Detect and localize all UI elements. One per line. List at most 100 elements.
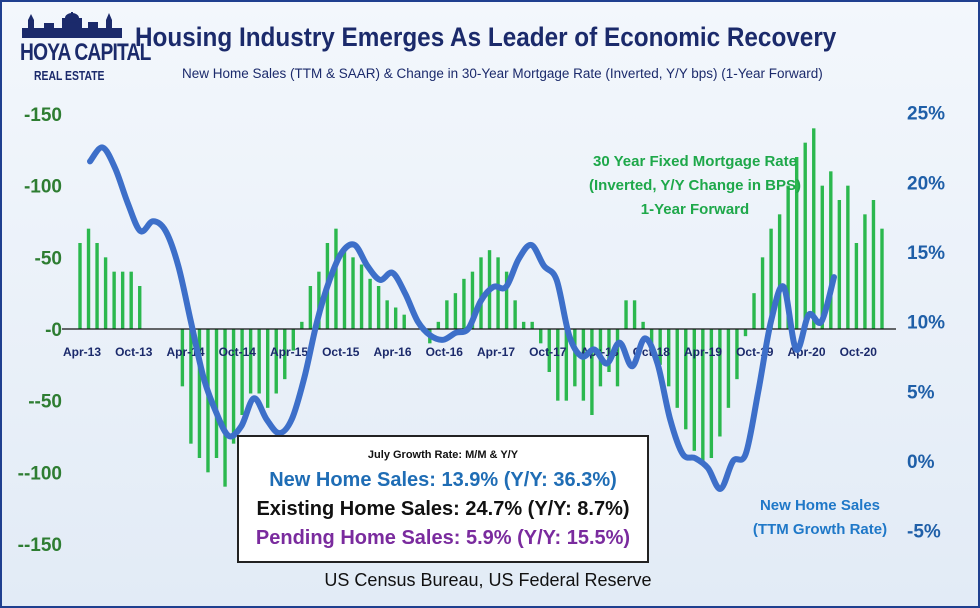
mortgage-rate-bar (334, 228, 338, 329)
mortgage-rate-bar (684, 329, 688, 430)
left-axis-tick-label: -0 (45, 320, 62, 341)
mortgage-rate-bar (880, 228, 884, 329)
mortgage-rate-bar (180, 329, 185, 387)
new-home-sales-stat: New Home Sales: 13.9% (Y/Y: 36.3%) (269, 469, 617, 491)
mortgage-rate-bar (803, 142, 807, 329)
new-home-sales-annotation-line-1: New Home Sales (759, 497, 881, 514)
new-home-sales-annotation-line-2: (TTM Growth Rate) (752, 521, 888, 538)
new-home-sales-annotation: New Home Sales (TTM Growth Rate) (740, 494, 900, 542)
mortgage-rate-bar (846, 185, 850, 329)
left-axis-tick-label: -100 (24, 177, 62, 198)
mortgage-rate-bar (223, 329, 227, 487)
mortgage-rate-bar (530, 321, 534, 329)
mortgage-rate-bar (794, 157, 799, 329)
source-note: US Census Bureau, US Federal Reserve (324, 570, 652, 590)
mortgage-rate-bar (632, 300, 637, 329)
mortgage-rate-bar (658, 329, 662, 365)
mortgage-rate-bar (120, 271, 125, 329)
mortgage-rate-bar (667, 329, 671, 387)
mortgage-rate-bar (283, 329, 287, 380)
right-axis: 25% 20% 15% 10% 5% 0% -5% (907, 104, 945, 543)
right-axis-tick-label: 10% (907, 313, 945, 334)
logo-line-1: HOYA CAPITAL (20, 39, 151, 66)
mortgage-rate-bar (86, 228, 91, 329)
mortgage-rate-bar (760, 257, 765, 329)
mortgage-rate-bar (829, 171, 833, 329)
mortgage-rate-bar (189, 329, 193, 444)
x-axis-tick-label: Apr-13 (63, 345, 101, 359)
x-axis-tick-label: Apr-16 (373, 345, 411, 359)
mortgage-rate-bar (564, 329, 569, 401)
left-axis-tick-label: --100 (18, 463, 62, 484)
mortgage-rate-bar (581, 329, 586, 401)
mortgage-rate-bar (837, 200, 842, 329)
mortgage-rate-bar (641, 321, 645, 329)
x-axis-tick-label: Oct-15 (322, 345, 360, 359)
right-axis-tick-label: 20% (907, 173, 945, 194)
mortgage-rate-bar (718, 329, 722, 437)
x-axis-tick-label: Oct-20 (840, 345, 878, 359)
mortgage-rate-bar (445, 300, 449, 329)
new-home-sales-line (87, 144, 837, 492)
mortgage-rate-bar (385, 300, 389, 329)
mortgage-rate-bar (769, 228, 773, 329)
mortgage-rate-bar (376, 286, 381, 329)
mortgage-rate-bar (393, 307, 398, 329)
left-axis-tick-label: -150 (24, 105, 62, 126)
mortgage-rate-bar (752, 293, 756, 329)
mortgage-rate-bar (812, 128, 816, 329)
mortgage-rate-bar (871, 200, 876, 329)
x-axis-tick-label: Apr-17 (477, 345, 515, 359)
mortgage-rate-bar (462, 278, 466, 329)
mortgage-rate-bar (701, 329, 705, 466)
mortgage-rate-bar (735, 329, 739, 380)
mortgage-rate-annotation-line-2: (Inverted, Y/Y Change in BPS) (589, 177, 801, 194)
mortgage-rate-bar (470, 271, 475, 329)
mortgage-rate-bar (112, 271, 116, 329)
right-axis-tick-label: 15% (907, 243, 945, 264)
existing-home-sales-stat: Existing Home Sales: 24.7% (Y/Y: 8.7%) (256, 498, 630, 520)
x-axis-labels: Apr-13 Oct-13 Apr-14 Oct-14 Apr-15 Oct-15 Apr-… (63, 345, 877, 359)
mortgage-rate-bar (231, 329, 236, 444)
mortgage-rate-annotation-line-3: 1-Year Forward (640, 201, 750, 218)
mortgage-rate-bar (308, 286, 313, 329)
mortgage-rate-bar (95, 243, 99, 329)
mortgage-rate-bar (547, 329, 551, 372)
mortgage-rate-bar (496, 257, 500, 329)
mortgage-rate-bar (274, 329, 278, 394)
mortgage-rate-bar (436, 321, 441, 329)
right-axis-tick-label: 25% (907, 104, 945, 125)
right-axis-tick-label: -5% (907, 522, 941, 543)
mortgage-rate-bar (359, 264, 364, 329)
mortgage-rate-bar (351, 257, 355, 329)
mortgage-rate-annotation-line-1: 30 Year Fixed Mortgage Rate (593, 153, 797, 170)
mortgage-rate-bar (624, 300, 628, 329)
mortgage-rate-bar (777, 214, 782, 329)
growth-rate-header: July Growth Rate: M/M & Y/Y (367, 449, 519, 461)
x-axis-tick-label: Apr-15 (270, 345, 308, 359)
x-axis-tick-label: Oct-13 (115, 345, 153, 359)
mortgage-rate-bar (317, 271, 321, 329)
mortgage-rate-bar (539, 329, 543, 344)
mortgage-rate-bar (291, 329, 295, 351)
mortgage-rate-bar (863, 214, 867, 329)
mortgage-rate-bar (504, 271, 509, 329)
mortgage-rate-bar (743, 329, 748, 337)
growth-rate-box: July Growth Rate: M/M & Y/Y New Home Sal… (237, 435, 649, 563)
logo-line-2: REAL ESTATE (34, 68, 105, 83)
mortgage-rate-bar (786, 185, 790, 329)
mortgage-rate-bar (820, 185, 824, 329)
mortgage-rate-bar (257, 329, 261, 394)
mortgage-rate-bar (453, 293, 458, 329)
mortgage-rate-bar (607, 329, 611, 372)
mortgage-rate-bar (556, 329, 560, 401)
mortgage-rate-bar (573, 329, 577, 387)
pending-home-sales-stat: Pending Home Sales: 5.9% (Y/Y: 15.5%) (255, 527, 631, 549)
x-axis-tick-label: Oct-16 (426, 345, 464, 359)
right-axis-tick-label: 5% (907, 382, 935, 403)
mortgage-rate-bar (615, 329, 620, 387)
mortgage-rate-bar (402, 314, 406, 329)
capitol-skyline-icon (22, 12, 122, 38)
mortgage-rate-bar (248, 329, 253, 394)
right-axis-tick-label: 0% (907, 452, 935, 473)
